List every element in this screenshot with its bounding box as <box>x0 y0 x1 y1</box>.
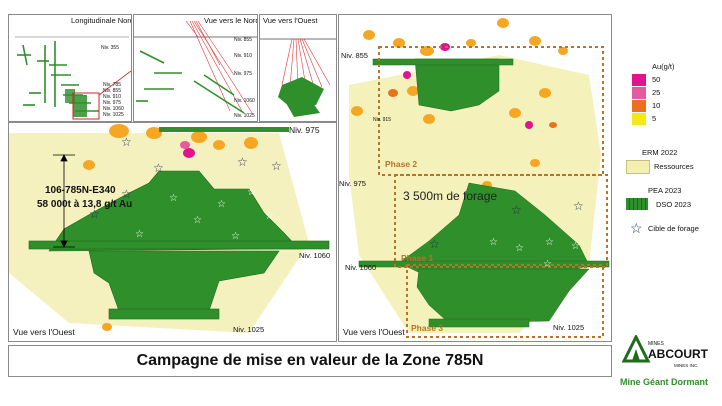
right-level-975: Niv. 975 <box>339 179 366 188</box>
stope-id: 106-785N-E340 <box>45 185 116 196</box>
target-star-icon: ☆ <box>231 231 240 242</box>
inset-longitudinal-level: Niv. 355 <box>101 45 119 51</box>
logo-mine-name: Mine Géant Dormant <box>620 377 709 387</box>
inset-longitudinal-level: Niv. 910 <box>103 94 121 100</box>
target-star-icon: ☆ <box>121 187 132 201</box>
inset-longitudinal-level: Niv. 975 <box>103 100 121 106</box>
target-star-icon: ☆ <box>237 155 248 169</box>
target-star-icon: ☆ <box>153 161 164 175</box>
target-star-icon: ☆ <box>571 241 580 252</box>
inset-longitudinal-level: Niv. 785 <box>103 82 121 88</box>
legend-au-value: 25 <box>652 88 661 97</box>
inset-north-title: Vue vers le Nord <box>204 16 258 25</box>
left-level-1025: Niv. 1025 <box>233 325 265 334</box>
stope-tonnage: 58 000t à 13,8 g/t Au <box>37 199 133 210</box>
target-star-icon: ☆ <box>429 237 440 251</box>
right-level-1060: Niv. 1060 <box>345 263 377 272</box>
inset-north-view: Vue vers le Nord Niv. 855 Niv. 910 Niv. … <box>133 14 258 122</box>
legend-au-swatch <box>632 87 646 99</box>
right-panel-figure <box>349 18 610 338</box>
inset-north-level: Niv. 855 <box>234 37 252 43</box>
target-star-icon: ☆ <box>630 220 643 236</box>
legend-pea-title: PEA 2023 <box>648 186 682 195</box>
right-panel: Niv. 855 Niv. 915 Niv. 975 Niv. 1060 Niv… <box>338 14 612 342</box>
footer-title-box: Campagne de mise en valeur de la Zone 78… <box>8 345 612 377</box>
inset-north-level: Niv. 975 <box>234 71 252 77</box>
target-star-icon: ☆ <box>169 193 178 204</box>
legend-dso-swatch <box>626 198 648 210</box>
left-panel-figure <box>9 124 330 333</box>
target-star-icon: ☆ <box>515 243 524 254</box>
legend-pea-item: DSO 2023 <box>656 200 692 209</box>
right-level-855: Niv. 855 <box>341 51 368 60</box>
right-caption: Vue vers l'Ouest <box>343 327 405 337</box>
target-star-icon: ☆ <box>573 199 584 213</box>
target-star-icon: ☆ <box>121 135 132 149</box>
inset-west-title: Vue vers l'Ouest <box>263 16 318 25</box>
inset-longitudinal-level: Niv. 855 <box>103 88 121 94</box>
left-panel: Niv. 975 Niv. 1060 Niv. 1025 Vue vers l'… <box>8 122 337 342</box>
legend: Au(g/t) 50 25 10 5 ERM 2022 Ressources P… <box>612 14 718 344</box>
legend-erm-item: Ressources <box>654 162 694 171</box>
right-level-1025: Niv. 1025 <box>553 323 585 332</box>
inset-north-level: Niv. 1025 <box>234 113 255 119</box>
inset-longitudinal-title: Longitudinale Nord <box>71 16 132 25</box>
inset-longitudinal-figure <box>15 36 131 120</box>
inset-north-level: Niv. 910 <box>234 53 252 59</box>
inset-west-view: Vue vers l'Ouest <box>259 14 337 122</box>
legend-au-value: 5 <box>652 114 657 123</box>
phase-2-label: Phase 2 <box>385 159 418 169</box>
legend-target: Cible de forage <box>648 224 699 233</box>
left-level-975: Niv. 975 <box>289 125 320 135</box>
target-star-icon: ☆ <box>89 207 100 221</box>
target-star-icon: ☆ <box>217 199 226 210</box>
legend-au-swatch <box>632 74 646 86</box>
legend-resource-swatch <box>626 160 650 174</box>
target-star-icon: ☆ <box>193 215 202 226</box>
abcourt-logo-mark-icon <box>622 335 651 363</box>
target-star-icon: ☆ <box>265 211 274 222</box>
drilling-meters: 3 500m de forage <box>403 189 498 203</box>
legend-au-value: 50 <box>652 75 661 84</box>
inset-north-figure <box>134 20 257 114</box>
target-star-icon: ☆ <box>543 259 552 270</box>
target-star-icon: ☆ <box>271 159 282 173</box>
logo-brand: ABCOURT <box>648 347 708 361</box>
inset-longitudinal-level: Niv. 1060 <box>103 106 124 112</box>
abcourt-logo: MINES ABCOURT MINES INC. Mine Géant Dorm… <box>618 333 718 395</box>
target-star-icon: ☆ <box>511 203 522 217</box>
page-title: Campagne de mise en valeur de la Zone 78… <box>136 352 484 369</box>
target-star-icon: ☆ <box>489 237 498 248</box>
legend-erm-title: ERM 2022 <box>642 148 678 157</box>
logo-mines: MINES <box>648 341 664 347</box>
phase-1-label: Phase 1 <box>401 253 434 263</box>
legend-au-swatch <box>632 113 646 125</box>
target-star-icon: ☆ <box>247 187 256 198</box>
right-level-915: Niv. 915 <box>373 117 391 123</box>
target-star-icon: ☆ <box>135 229 144 240</box>
left-caption: Vue vers l'Ouest <box>13 327 75 337</box>
inset-longitudinal: Longitudinale Nord Niv. 355 Niv. 785 Niv… <box>8 14 132 122</box>
legend-au-title: Au(g/t) <box>652 62 675 71</box>
inset-north-level: Niv. 1060 <box>234 98 255 104</box>
left-level-1060: Niv. 1060 <box>299 251 331 260</box>
inset-west-figure <box>260 38 336 117</box>
logo-sub: MINES INC. <box>674 363 699 368</box>
target-star-icon: ☆ <box>545 237 554 248</box>
phase-3-label: Phase 3 <box>411 323 444 333</box>
inset-longitudinal-level: Niv. 1025 <box>103 112 124 118</box>
legend-au-swatch <box>632 100 646 112</box>
legend-au-value: 10 <box>652 101 661 110</box>
